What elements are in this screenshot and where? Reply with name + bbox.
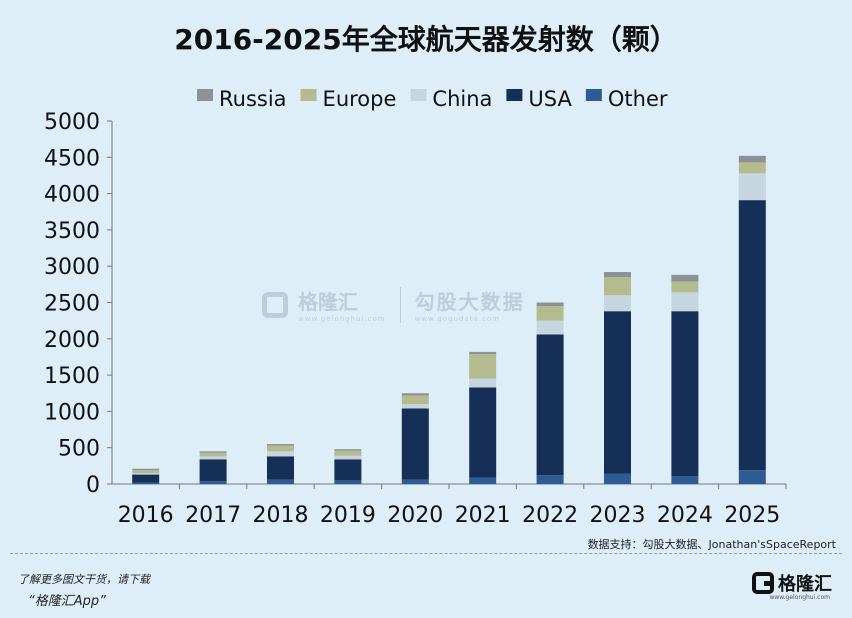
bar-segment-russia-2025 [738,155,766,163]
bar-segment-europe-2018 [267,445,294,452]
bar-segment-other-2025 [738,470,766,484]
bar-segment-other-2016 [132,482,160,484]
bar-segment-china-2019 [334,455,362,460]
bar-segment-europe-2025 [738,162,766,174]
chart-title: 2016-2025年全球航天器发射数（颗） [174,23,678,56]
y-tick-label: 4000 [44,183,100,208]
y-tick-label: 1500 [44,364,100,389]
y-tick-label: 500 [58,437,100,462]
watermark-separator [399,286,401,323]
bar-segment-europe-2019 [334,450,362,456]
y-tick-label: 5000 [44,110,100,135]
brand-logo[interactable]: 格隆汇 www.gelonghui.com [752,568,832,601]
bar-segment-russia-2019 [334,449,362,451]
legend-label-europe: Europe [323,87,397,111]
watermark-partner-url: www.gogudata.com [414,315,500,323]
y-tick-label: 3500 [44,219,100,244]
bar-segment-other-2020 [401,479,429,484]
brand-logo-url: www.gelonghui.com [769,594,830,601]
legend-swatch-usa [506,89,523,101]
x-tick-label: 2020 [387,503,443,528]
y-tick-label: 3000 [44,255,100,280]
bar-segment-europe-2022 [536,306,564,321]
brand-logo-icon [752,572,774,594]
bar-segment-china-2024 [671,292,699,312]
bar-segment-china-2022 [536,320,564,335]
data-source: 数据支持：勾股大数据、Jonathan'sSpaceReport [587,538,836,551]
legend-label-usa: USA [528,87,572,111]
bar-segment-china-2021 [469,378,497,388]
watermark-brand: 格隆汇 [298,290,358,314]
y-tick-label: 0 [86,473,100,498]
bar-segment-europe-2016 [132,470,160,474]
y-tick-label: 1000 [44,400,100,425]
bar-segment-europe-2024 [671,281,699,293]
x-tick-label: 2021 [455,503,511,528]
bar-segment-china-2025 [738,173,766,201]
legend-label-other: Other [608,87,668,111]
brand-logo-text: 格隆汇 [778,574,832,595]
bar-segment-other-2019 [334,480,362,484]
footer-divider [10,553,842,554]
legend-swatch-europe [300,89,317,101]
bar-segment-russia-2016 [132,468,160,471]
x-tick-label: 2016 [118,503,174,528]
legend-label-china: China [432,87,492,111]
watermark-logo-icon [262,291,288,318]
bar-segment-russia-2018 [267,444,294,446]
app-name-promo[interactable]: “格隆汇App” [28,594,106,609]
x-tick-label: 2022 [522,503,578,528]
legend-label-russia: Russia [219,87,287,111]
bar-segment-europe-2023 [604,277,631,296]
bar-segment-russia-2024 [671,274,699,282]
x-tick-label: 2018 [253,503,309,528]
legend-swatch-russia [197,89,213,101]
bar-segment-other-2021 [469,477,497,484]
bar-segment-russia-2021 [469,351,497,355]
bar-segment-russia-2023 [604,272,631,278]
bar-segment-usa-2016 [132,474,160,483]
bar-segment-other-2022 [536,475,564,484]
x-tick-label: 2019 [320,503,376,528]
bar-segment-russia-2020 [401,393,429,396]
download-prompt: 了解更多图文干货，请下载 [18,573,150,586]
bar-segment-usa-2024 [671,311,699,477]
bar-segment-other-2018 [267,479,294,484]
bar-segment-china-2017 [199,456,227,460]
legend-swatch-china [410,89,427,101]
x-tick-label: 2017 [185,503,241,528]
bar-segment-usa-2022 [536,334,564,476]
bar-segment-other-2024 [671,476,699,484]
bar-segment-russia-2022 [536,302,564,307]
watermark: 格隆汇 www.gelonghui.com 勾股大数据 www.gogudata… [262,286,525,323]
x-tick-label: 2024 [657,503,713,528]
bar-segment-china-2018 [267,451,294,457]
y-tick-label: 2000 [44,328,100,353]
bar-segment-europe-2017 [199,452,227,457]
bar-segment-usa-2025 [738,200,766,471]
bar-segment-usa-2020 [401,408,429,480]
bar-segment-china-2023 [604,295,631,312]
watermark-brand-url: www.gelonghui.com [298,315,386,323]
bar-segment-europe-2021 [469,354,497,379]
bar-segment-europe-2020 [401,395,429,405]
bar-segment-usa-2021 [469,387,497,478]
watermark-partner: 勾股大数据 [414,290,525,314]
x-tick-label: 2025 [724,503,780,528]
y-tick-label: 4500 [44,146,100,171]
bar-segment-usa-2023 [604,311,631,474]
bar-segment-usa-2019 [334,459,362,481]
bar-segment-china-2020 [401,404,429,409]
x-tick-label: 2023 [590,503,646,528]
y-tick-label: 2500 [44,292,100,317]
bar-segment-usa-2018 [267,456,294,480]
bar-segment-other-2017 [199,481,227,484]
legend-swatch-other [585,89,602,101]
bar-segment-other-2023 [604,473,631,484]
bar-segment-china-2016 [132,473,160,475]
bar-segment-russia-2017 [199,451,227,453]
bar-segment-usa-2017 [199,459,227,482]
